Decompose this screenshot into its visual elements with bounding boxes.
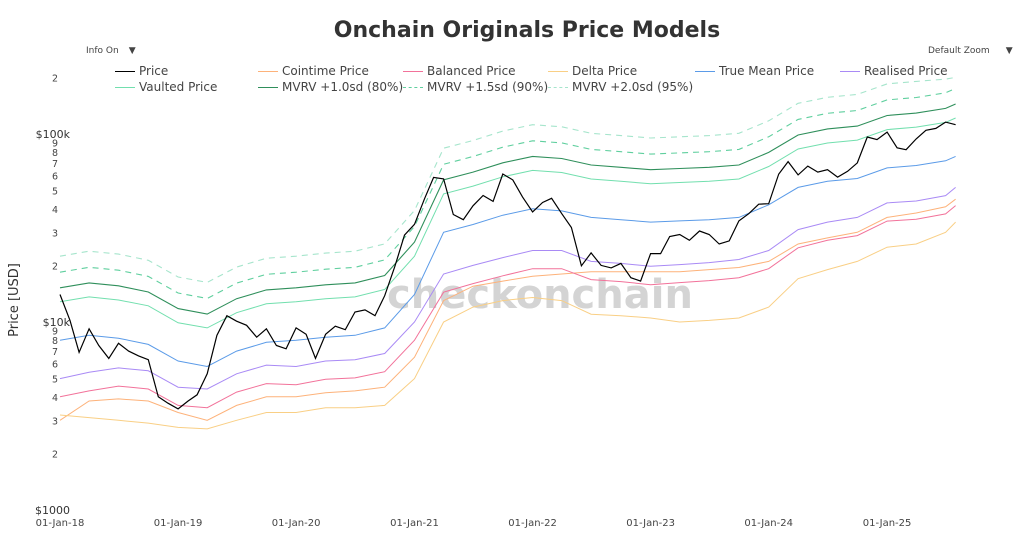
legend-label: Realised Price [864, 64, 948, 78]
series-line-delta-price [59, 221, 956, 430]
y-tick-label: 6 [52, 360, 58, 371]
series-line-mvrv-1-0sd-80 [59, 103, 956, 315]
legend-swatch [403, 70, 423, 72]
legend-item-true-mean-price[interactable]: True Mean Price [695, 64, 814, 78]
x-tick-label: 01-Jan-18 [36, 518, 85, 529]
legend-swatch [115, 86, 135, 88]
y-tick-label: 8 [52, 336, 58, 347]
x-tick-label: 01-Jan-25 [863, 518, 912, 529]
legend-item-cointime-price[interactable]: Cointime Price [258, 64, 369, 78]
y-tick-label: 6 [52, 172, 58, 183]
legend-swatch [548, 70, 568, 72]
x-tick-label: 01-Jan-21 [390, 518, 439, 529]
legend-label: True Mean Price [719, 64, 815, 78]
legend-label: Cointime Price [282, 64, 369, 78]
zoom-dropdown[interactable]: Default Zoom ▼ [928, 46, 1013, 56]
legend-swatch [403, 86, 423, 88]
y-tick-label: 8 [52, 148, 58, 159]
x-tick-label: 01-Jan-24 [744, 518, 793, 529]
info-dropdown-label: Info On [86, 46, 119, 56]
y-tick-label: 9 [52, 139, 58, 150]
legend-item-delta-price[interactable]: Delta Price [548, 64, 637, 78]
legend-swatch [115, 70, 135, 72]
x-tick-label: 01-Jan-19 [154, 518, 203, 529]
series-line-price [59, 121, 956, 410]
x-tick-label: 01-Jan-20 [272, 518, 321, 529]
y-tick-label: $1000 [35, 504, 70, 517]
legend-item-price[interactable]: Price [115, 64, 168, 78]
x-tick-label: 01-Jan-23 [626, 518, 675, 529]
legend-swatch [840, 70, 860, 72]
y-tick-label: 9 [52, 327, 58, 338]
y-tick-label: 7 [52, 159, 58, 170]
dropdown-arrow-icon: ▼ [128, 46, 136, 56]
series-line-cointime-price [59, 198, 956, 421]
dropdown-arrow-icon: ▼ [1005, 46, 1013, 56]
legend-label: Balanced Price [427, 64, 516, 78]
series-line-mvrv-2-0sd-95 [59, 76, 956, 283]
legend-label: MVRV +2.0sd (95%) [572, 80, 694, 94]
y-tick-label: 7 [52, 347, 58, 358]
legend-item-mvrv-2-0sd-95[interactable]: MVRV +2.0sd (95%) [548, 80, 693, 94]
series-line-realised-price [59, 187, 956, 390]
legend-swatch [548, 86, 568, 88]
y-tick-label: 4 [52, 205, 58, 216]
y-tick-label: $10k [43, 316, 71, 329]
y-tick-label: 5 [52, 375, 58, 386]
y-tick-label: 3 [52, 228, 58, 239]
legend-item-vaulted-price[interactable]: Vaulted Price [115, 80, 217, 94]
legend-label: Delta Price [572, 64, 638, 78]
legend-item-mvrv-1-5sd-90[interactable]: MVRV +1.5sd (90%) [403, 80, 548, 94]
y-tick-label: 5 [52, 187, 58, 198]
x-tick-label: 01-Jan-22 [508, 518, 557, 529]
info-dropdown[interactable]: Info On ▼ [86, 46, 136, 56]
legend-label: MVRV +1.0sd (80%) [282, 80, 404, 94]
legend-item-realised-price[interactable]: Realised Price [840, 64, 948, 78]
y-axis-label: Price [USD] [7, 263, 22, 337]
y-tick-label: 2 [52, 449, 58, 460]
y-tick-label: 2 [52, 261, 58, 272]
zoom-dropdown-label: Default Zoom [928, 46, 990, 56]
legend-swatch [695, 70, 715, 72]
series-line-true-mean-price [59, 155, 956, 368]
y-tick-label: 2 [52, 73, 58, 84]
series-line-vaulted-price [59, 117, 956, 329]
legend-label: Price [139, 64, 169, 78]
y-tick-label: 4 [52, 393, 58, 404]
watermark: checkonchain [387, 272, 693, 318]
y-tick-label: $100k [36, 128, 71, 141]
legend-item-balanced-price[interactable]: Balanced Price [403, 64, 516, 78]
legend-swatch [258, 70, 278, 72]
legend-swatch [258, 86, 278, 88]
y-tick-label: 3 [52, 416, 58, 427]
legend-label: MVRV +1.5sd (90%) [427, 80, 549, 94]
series-line-mvrv-1-5sd-90 [59, 87, 956, 300]
legend-item-mvrv-1-0sd-80[interactable]: MVRV +1.0sd (80%) [258, 80, 403, 94]
chart-title: Onchain Originals Price Models [333, 18, 721, 43]
legend-label: Vaulted Price [139, 80, 218, 94]
series-line-balanced-price [59, 205, 956, 409]
